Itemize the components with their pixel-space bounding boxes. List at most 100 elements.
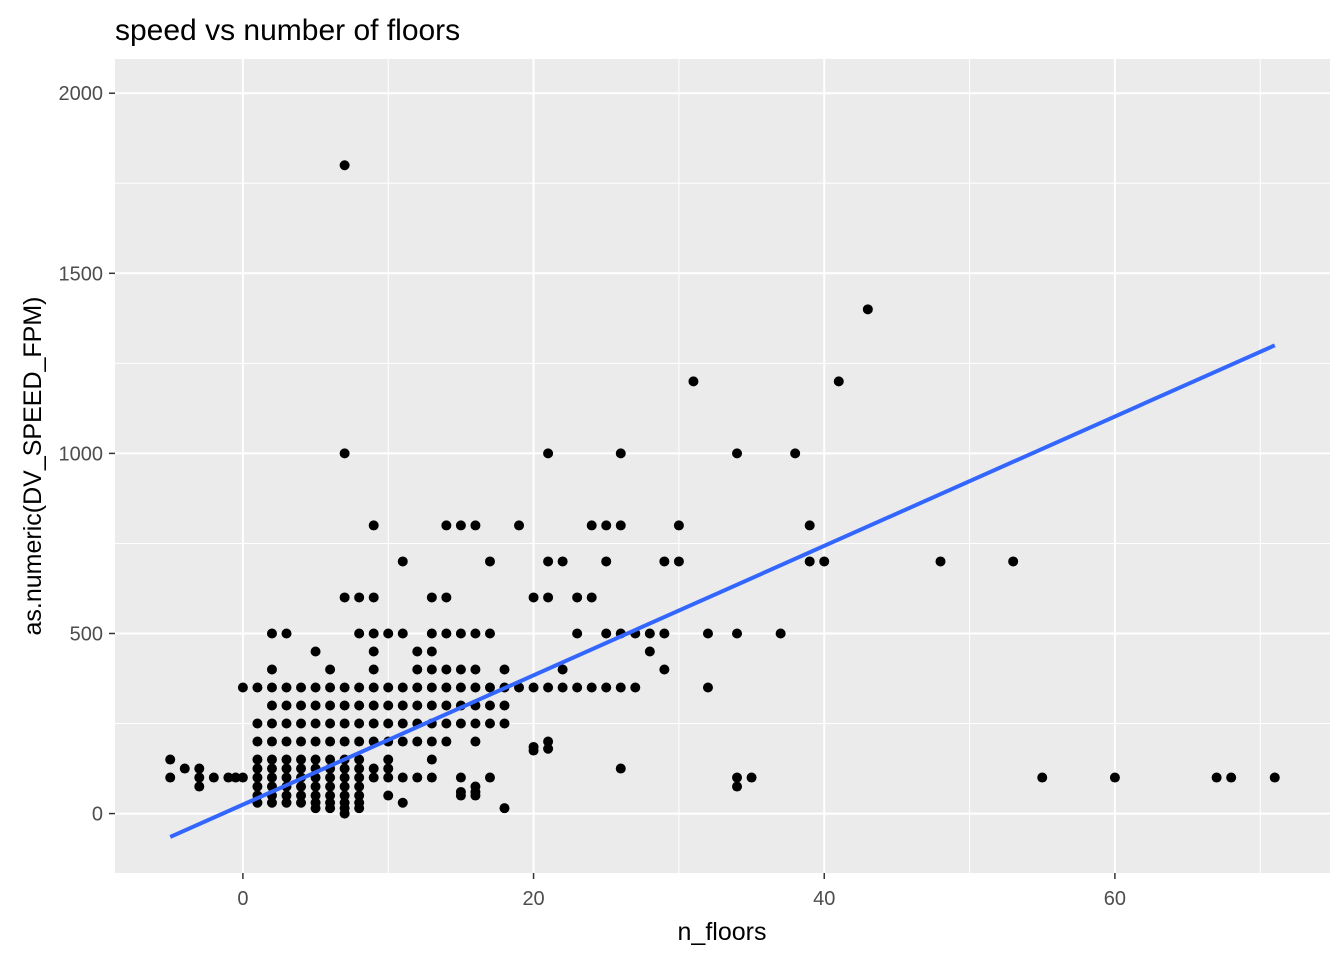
data-point — [397, 772, 408, 783]
data-point — [310, 700, 321, 711]
x-tick-label: 0 — [237, 888, 248, 910]
data-point — [281, 736, 292, 747]
data-point — [266, 772, 277, 783]
data-point — [746, 772, 757, 783]
data-point — [296, 754, 307, 765]
data-point — [252, 754, 263, 765]
data-point — [543, 743, 554, 754]
data-point — [368, 592, 379, 603]
data-point — [397, 700, 408, 711]
data-point — [426, 682, 437, 693]
data-point — [339, 781, 350, 792]
data-point — [543, 448, 554, 459]
data-point — [368, 718, 379, 729]
data-point — [1211, 772, 1222, 783]
data-point — [470, 718, 481, 729]
data-point — [368, 763, 379, 774]
data-point — [601, 520, 612, 531]
data-point — [368, 682, 379, 693]
data-point — [426, 700, 437, 711]
data-point — [441, 736, 452, 747]
data-point — [426, 646, 437, 657]
data-point — [499, 803, 510, 814]
data-point — [354, 592, 365, 603]
data-point — [237, 682, 248, 693]
x-axis-title: n_floors — [678, 918, 767, 946]
data-point — [470, 520, 481, 531]
grid-major — [115, 59, 1330, 873]
data-point — [615, 448, 626, 459]
data-point — [325, 700, 336, 711]
data-point — [266, 736, 277, 747]
data-point — [281, 797, 292, 808]
data-point — [252, 772, 263, 783]
data-point — [325, 664, 336, 675]
x-tick-label: 40 — [813, 888, 835, 910]
data-point — [484, 718, 495, 729]
data-point — [339, 448, 350, 459]
plot-panel — [115, 59, 1330, 873]
data-point — [339, 718, 350, 729]
data-point — [325, 736, 336, 747]
data-point — [368, 520, 379, 531]
data-point — [673, 556, 684, 567]
data-point — [252, 736, 263, 747]
data-point — [252, 781, 263, 792]
data-point — [601, 628, 612, 639]
data-point — [732, 628, 743, 639]
x-tick-label: 20 — [522, 888, 544, 910]
data-point — [281, 628, 292, 639]
data-point — [630, 682, 641, 693]
data-point — [659, 556, 670, 567]
data-point — [339, 592, 350, 603]
data-point — [455, 520, 466, 531]
data-point — [354, 718, 365, 729]
data-point — [412, 736, 423, 747]
data-point — [441, 700, 452, 711]
data-point — [325, 754, 336, 765]
data-point — [325, 772, 336, 783]
data-point — [426, 592, 437, 603]
data-point — [470, 664, 481, 675]
data-point — [339, 772, 350, 783]
data-point — [528, 592, 539, 603]
data-point — [230, 772, 241, 783]
data-point — [354, 628, 365, 639]
data-point — [557, 556, 568, 567]
data-point — [165, 754, 176, 765]
data-point — [310, 736, 321, 747]
data-point — [223, 772, 234, 783]
data-point — [470, 736, 481, 747]
data-point — [354, 736, 365, 747]
data-point — [339, 736, 350, 747]
data-point — [354, 772, 365, 783]
data-point — [281, 682, 292, 693]
data-point — [296, 781, 307, 792]
data-point — [252, 682, 263, 693]
data-point — [266, 682, 277, 693]
data-point — [325, 803, 336, 814]
data-point — [383, 628, 394, 639]
data-point — [339, 700, 350, 711]
data-point — [426, 736, 437, 747]
data-point — [426, 628, 437, 639]
data-point — [296, 790, 307, 801]
data-point — [775, 628, 786, 639]
data-point — [572, 682, 583, 693]
y-tick-label: 1500 — [59, 263, 104, 285]
data-point — [310, 781, 321, 792]
data-point — [412, 772, 423, 783]
x-tick-label: 60 — [1104, 888, 1126, 910]
data-point — [441, 520, 452, 531]
data-point — [296, 718, 307, 729]
data-point — [455, 718, 466, 729]
data-point — [484, 682, 495, 693]
y-axis: 0 500 1000 1500 2000 — [59, 83, 115, 826]
data-point — [484, 700, 495, 711]
data-point — [368, 700, 379, 711]
data-point — [339, 682, 350, 693]
data-point — [1008, 556, 1019, 567]
data-point — [528, 682, 539, 693]
data-point — [383, 718, 394, 729]
